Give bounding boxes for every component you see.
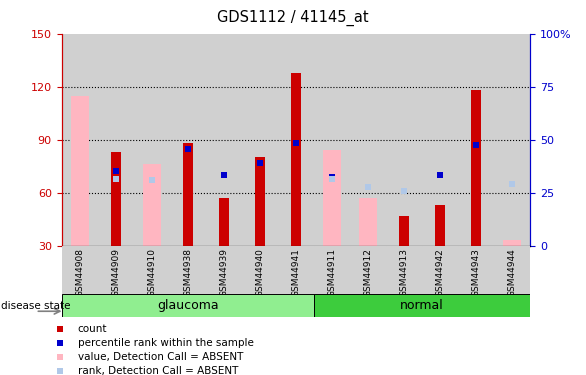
Bar (494, 34, 530, 246)
Bar (494, 246, 530, 294)
Text: rank, Detection Call = ABSENT: rank, Detection Call = ABSENT (78, 366, 238, 375)
Bar (62, 34, 98, 246)
Text: glaucoma: glaucoma (157, 299, 219, 312)
Bar (206, 34, 242, 246)
Bar (219, 198, 229, 246)
Bar (399, 216, 409, 246)
Text: GSM44943: GSM44943 (472, 248, 481, 297)
Text: GSM44910: GSM44910 (147, 248, 156, 297)
Bar (386, 34, 422, 246)
Bar (314, 34, 350, 246)
Text: GSM44939: GSM44939 (219, 248, 229, 297)
Bar (422, 34, 458, 246)
Bar (471, 90, 481, 246)
Bar (242, 246, 278, 294)
Text: GSM44913: GSM44913 (400, 248, 408, 297)
Text: GSM44911: GSM44911 (328, 248, 336, 297)
Text: GSM44941: GSM44941 (291, 248, 301, 297)
Bar (242, 34, 278, 246)
Text: GSM44938: GSM44938 (183, 248, 192, 297)
Bar (206, 246, 242, 294)
Bar (323, 150, 341, 246)
Text: GSM44908: GSM44908 (75, 248, 84, 297)
Bar (314, 294, 530, 317)
Bar (70, 96, 88, 246)
Bar (291, 73, 301, 246)
Bar (435, 205, 445, 246)
Bar (458, 246, 494, 294)
Bar (98, 34, 134, 246)
Bar (422, 246, 458, 294)
Bar (386, 246, 422, 294)
Text: disease state: disease state (1, 302, 71, 311)
Text: value, Detection Call = ABSENT: value, Detection Call = ABSENT (78, 352, 243, 362)
Bar (170, 246, 206, 294)
Bar (503, 240, 522, 246)
Text: count: count (78, 324, 107, 334)
Bar (142, 164, 161, 246)
Text: GSM44912: GSM44912 (363, 248, 373, 297)
Text: GDS1112 / 41145_at: GDS1112 / 41145_at (217, 9, 369, 26)
Bar (359, 198, 377, 246)
Bar (183, 143, 193, 246)
Bar (134, 246, 170, 294)
Bar (62, 246, 98, 294)
Bar (314, 246, 350, 294)
Text: GSM44944: GSM44944 (508, 248, 517, 297)
Bar (98, 246, 134, 294)
Text: GSM44942: GSM44942 (435, 248, 445, 297)
Bar (255, 158, 265, 246)
Bar (350, 34, 386, 246)
Bar (170, 34, 206, 246)
Bar (278, 246, 314, 294)
Bar (350, 246, 386, 294)
Text: GSM44940: GSM44940 (255, 248, 264, 297)
Text: normal: normal (400, 299, 444, 312)
Text: GSM44909: GSM44909 (111, 248, 120, 297)
Text: percentile rank within the sample: percentile rank within the sample (78, 338, 254, 348)
Bar (111, 152, 121, 246)
Bar (62, 294, 314, 317)
Bar (278, 34, 314, 246)
Bar (134, 34, 170, 246)
Bar (458, 34, 494, 246)
